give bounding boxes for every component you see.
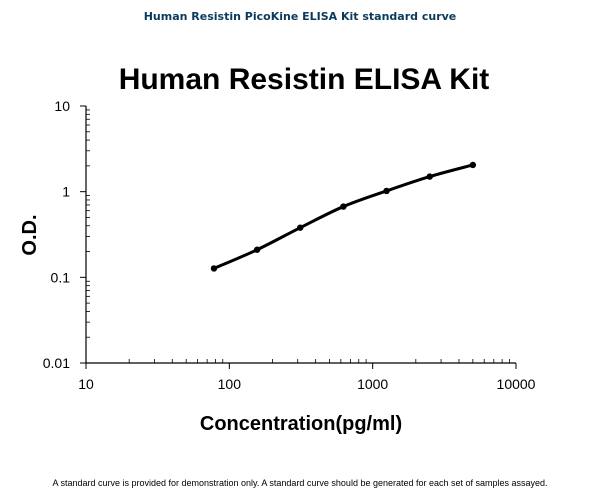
data-point — [469, 161, 477, 169]
data-point — [210, 265, 218, 272]
y-tick-label: 0.1 — [51, 269, 71, 285]
data-point — [340, 203, 347, 210]
x-tick-label: 10000 — [497, 376, 536, 392]
x-tick-label: 10 — [78, 376, 94, 392]
data-point — [297, 224, 304, 231]
chart-title: Human Resistin ELISA Kit — [119, 63, 490, 96]
data-point — [253, 246, 261, 253]
fitted-curve — [212, 163, 475, 270]
data-points — [210, 161, 477, 272]
x-axis-label: Concentration(pg/ml) — [200, 413, 402, 435]
data-point — [383, 187, 390, 195]
y-tick-label: 10 — [54, 98, 70, 114]
y-tick-label: 1 — [62, 184, 70, 200]
x-tick-label: 1000 — [357, 376, 388, 392]
page-heading: Human Resistin PicoKine ELISA Kit standa… — [143, 10, 457, 23]
disclaimer-note: A standard curve is provided for demonst… — [52, 478, 548, 488]
y-tick-label: 0.01 — [43, 355, 70, 371]
x-tick-label: 100 — [218, 376, 242, 392]
curve-line — [212, 163, 475, 270]
data-point — [426, 173, 433, 180]
axes: 0.01 0.1 1 10 10 100 1000 10000 — [43, 98, 536, 392]
y-axis-label: O.D. — [19, 214, 41, 255]
